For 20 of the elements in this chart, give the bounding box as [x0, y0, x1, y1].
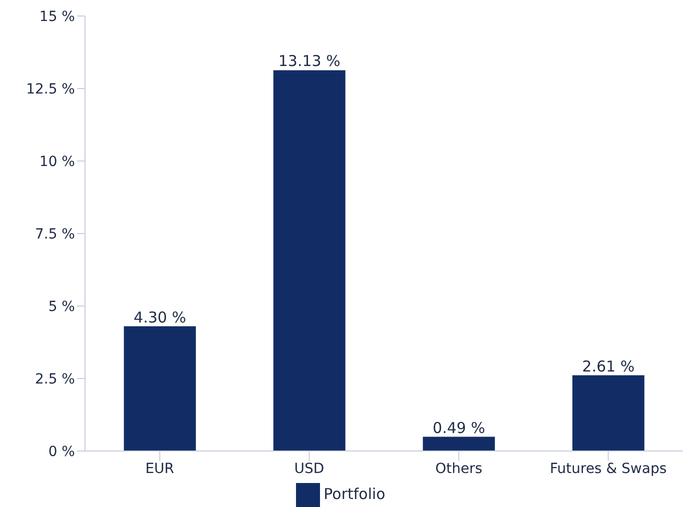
y-tick-label: 12.5 % — [26, 81, 75, 98]
y-tick-label: 5 % — [48, 298, 75, 315]
x-tick-label: EUR — [145, 460, 174, 477]
bar — [124, 326, 196, 451]
x-tick-label: Futures & Swaps — [550, 460, 667, 477]
bar — [572, 375, 644, 451]
y-tick-label: 7.5 % — [34, 226, 75, 242]
y-tick-label: 0 % — [48, 444, 75, 460]
data-label: 0.49 % — [432, 418, 486, 437]
data-label: 2.61 % — [582, 357, 635, 376]
y-tick-label: 10 % — [39, 154, 75, 170]
legend-label: Portfolio — [324, 485, 386, 504]
bar — [273, 70, 346, 451]
x-tick-label: Others — [435, 460, 482, 477]
bar — [422, 436, 495, 451]
data-label: 4.30 % — [134, 308, 186, 326]
y-tick-label: 2.5 % — [34, 371, 75, 388]
data-label: 13.13 % — [278, 52, 340, 70]
y-tick-label: 15 % — [39, 8, 75, 25]
x-tick-label: USD — [294, 460, 324, 477]
